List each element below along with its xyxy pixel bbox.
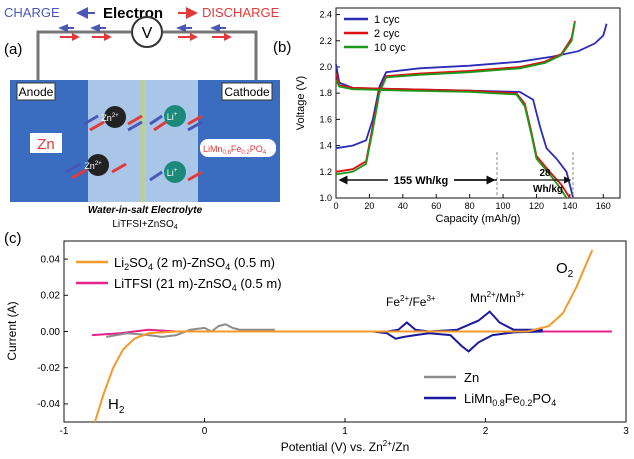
anode-label-box xyxy=(16,82,56,101)
plot-b-xtick-label: 100 xyxy=(496,201,511,211)
legend-c-label-1: Li2SO4 (2 m)-ZnSO4 (0.5 m) xyxy=(114,255,275,272)
electrolyte-left xyxy=(88,80,140,202)
plot-c-ytick-label: -0.02 xyxy=(37,363,60,374)
plot-b-ytick-label: 2.4 xyxy=(319,10,332,20)
svg-text:Zn2+: Zn2+ xyxy=(101,113,119,123)
panel-label-c: (c) xyxy=(4,230,22,247)
cathode-label-box xyxy=(221,82,273,101)
svg-text:Zn2+: Zn2+ xyxy=(84,161,102,171)
plot-b-xtick-label: 20 xyxy=(364,201,374,211)
plot-b-legend: 1 cyc 2 cyc 10 cyc xyxy=(344,14,406,54)
plot-b-ticks: 0 20 40 60 80 100 120 140 160 1.0 1.2 1.4 1.6 1.8 2.0 2… xyxy=(319,10,610,211)
plot-c-xtick-label: 0 xyxy=(202,426,208,437)
plot-c-xtick-label: 3 xyxy=(623,426,629,437)
energy-main-label: 155 Wh/kg xyxy=(394,175,448,187)
plot-c-series xyxy=(92,249,612,423)
li-ion-top: Li+ xyxy=(164,105,186,127)
plot-b-xtick-label: 140 xyxy=(562,201,577,211)
plot-c-xlabel: Potential (V) vs. Zn2+/Zn xyxy=(281,439,410,454)
plot-b-ytick-label: 1.8 xyxy=(319,88,332,98)
plot-b-ytick-label: 1.6 xyxy=(319,114,332,124)
energy-extra-unit: Wh/kg xyxy=(533,184,563,195)
plot-c-ytick-label: 0.02 xyxy=(41,291,61,302)
panel-label-a: (a) xyxy=(4,41,22,58)
plot-c-ytick-label: 0.04 xyxy=(41,254,61,265)
series-c-1-line xyxy=(93,249,594,423)
series-b-3-discharge-line xyxy=(335,79,568,199)
plot-b-xtick-label: 80 xyxy=(465,201,475,211)
anode-material-box xyxy=(30,133,62,153)
cathode-label: Cathode xyxy=(224,85,270,99)
energy-extra-value: 28 xyxy=(539,168,551,179)
plot-b-xtick-label: 60 xyxy=(431,201,441,211)
plot-b-xtick-label: 40 xyxy=(398,201,408,211)
separator xyxy=(140,80,146,202)
discharge-label: DISCHARGE xyxy=(202,5,280,20)
annotation-o2: O2 xyxy=(556,260,574,280)
legend-c-label-3: Zn xyxy=(464,370,479,385)
annotation-h2: H2 xyxy=(108,396,125,416)
ion-arrows xyxy=(65,114,203,182)
plot-c-ticks: -1 0 1 2 3 -0.04 -0.02 0.00 0.02 0.04 xyxy=(37,254,629,437)
series-b-3-charge-line xyxy=(335,22,576,176)
plot-b-ytick-label: 1.0 xyxy=(319,193,332,203)
series-b-1-charge-line xyxy=(335,23,608,150)
wire-right xyxy=(163,30,258,80)
plot-c-xtick-label: -1 xyxy=(60,426,69,437)
plot-c-xtick-label: 1 xyxy=(342,426,348,437)
legend-b-label-1: 1 cyc xyxy=(374,14,400,26)
panel-a: (a) CHARGE Electron DISCHARGE V xyxy=(4,5,280,231)
electrolyte-right xyxy=(146,80,198,202)
plot-b-frame xyxy=(335,7,621,199)
plot-b-xtick-label: 120 xyxy=(529,201,544,211)
electron-arrows-right xyxy=(176,24,232,41)
plot-c-ytick-label: 0.00 xyxy=(41,327,61,338)
plot-b-series xyxy=(335,20,608,199)
series-b-2-charge-line xyxy=(335,20,576,173)
plot-b-xtick-label: 160 xyxy=(596,201,611,211)
plot-b-ytick-label: 1.2 xyxy=(319,167,332,177)
panel-label-b: (b) xyxy=(273,39,291,56)
electron-arrows-left xyxy=(58,24,112,41)
svg-text:Li+: Li+ xyxy=(167,112,178,122)
plot-c-legend-top: Li2SO4 (2 m)-ZnSO4 (0.5 m) LiTFSI (21 m)… xyxy=(76,255,282,293)
plot-c-ylabel: Current (A) xyxy=(5,301,19,360)
legend-c-label-2: LiTFSI (21 m)-ZnSO4 (0.5 m) xyxy=(114,276,282,293)
plot-c-xtick-label: 2 xyxy=(483,426,489,437)
series-b-2-discharge-line xyxy=(335,73,571,199)
annotation-mn: Mn2+/Mn3+ xyxy=(470,290,525,305)
cathode-material: LiMn0.8Fe0.2PO4 xyxy=(203,144,267,156)
electrolyte-title: Water-in-salt Electrolyte xyxy=(88,205,203,216)
charge-label: CHARGE xyxy=(4,5,60,20)
plot-b-ytick-label: 2.2 xyxy=(319,36,332,46)
series-c-3-line xyxy=(106,323,275,338)
legend-b-label-3: 10 cyc xyxy=(374,42,406,54)
plot-b-xlabel: Capacity (mAh/g) xyxy=(436,213,521,225)
plot-c-ytick-label: -0.04 xyxy=(37,399,60,410)
plot-b-ytick-label: 2.0 xyxy=(319,62,332,72)
plot-c-legend-bottom: Zn LiMn0.8Fe0.2PO4 xyxy=(424,370,556,408)
voltmeter-label: V xyxy=(142,25,153,42)
zn-ion-top: Zn2+ xyxy=(101,106,126,128)
panel-b: (b) 0 20 40 60 80 100 120 140 160 1.0 1.2 1.4 1.6 1.8… xyxy=(273,7,621,225)
legend-c-label-4: LiMn0.8Fe0.2PO4 xyxy=(464,391,556,408)
plot-b-annotations: 155 Wh/kg 28 Wh/kg xyxy=(338,152,574,198)
panel-c: (c) -1 0 1 2 3 -0.04 -0.02 0.00 0.02 0.04 Potenti… xyxy=(4,230,629,454)
energy-main-bg xyxy=(388,173,454,187)
electrolyte-formula: LiTFSI+ZnSO4 xyxy=(112,219,177,231)
plot-b-ytick-label: 1.4 xyxy=(319,141,332,151)
zn-ion-bottom: Zn2+ xyxy=(84,154,109,176)
voltmeter xyxy=(131,16,163,48)
anode-material: Zn xyxy=(37,136,55,153)
li-ion-bottom: Li+ xyxy=(164,161,186,183)
cathode-material-box xyxy=(200,139,276,157)
wire-left xyxy=(36,30,131,80)
legend-b-label-2: 2 cyc xyxy=(374,28,400,40)
svg-text:Li+: Li+ xyxy=(167,168,178,178)
annotation-fe: Fe2+/Fe3+ xyxy=(386,294,436,309)
plot-b-xtick-label: 0 xyxy=(333,201,338,211)
plot-b-ylabel: Voltage (V) xyxy=(295,76,307,130)
anode-label: Anode xyxy=(19,85,54,99)
